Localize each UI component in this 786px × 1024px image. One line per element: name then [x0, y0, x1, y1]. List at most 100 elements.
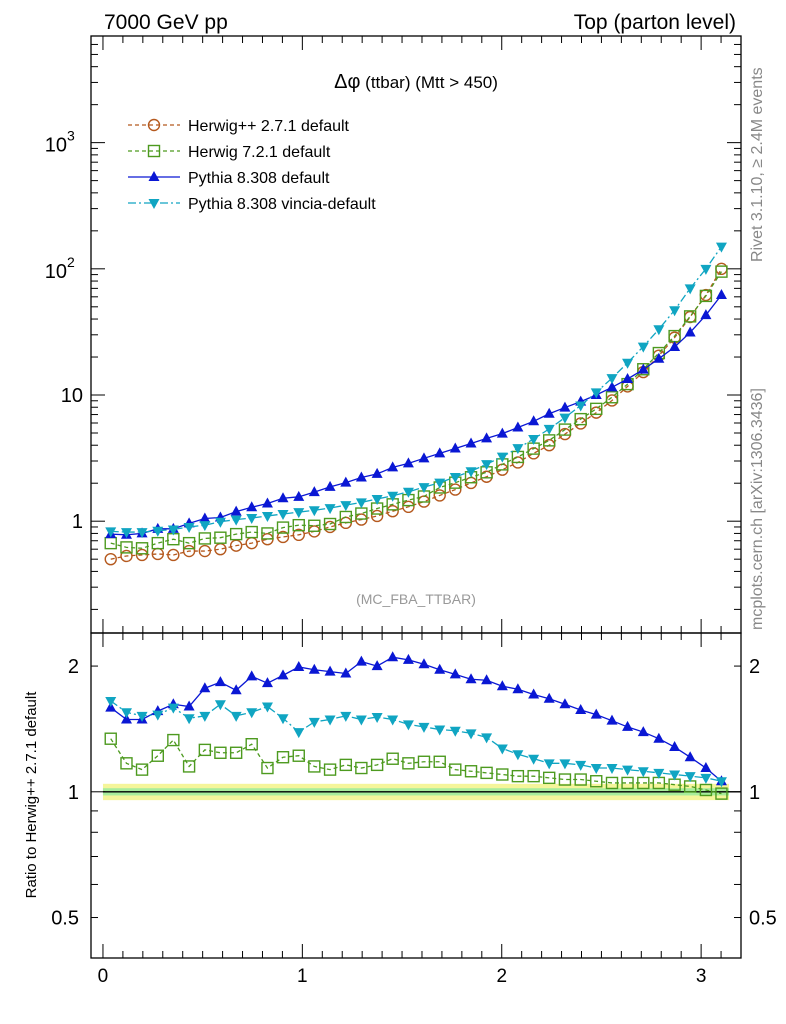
y-tick-label: 1 — [72, 511, 83, 533]
ratio-series-1-point — [402, 653, 414, 664]
ratio-series-2-point — [230, 711, 242, 722]
main-series-1-point — [151, 536, 164, 550]
y-tick-label-base: 10 — [45, 261, 67, 283]
ratio-series-2-point — [715, 777, 727, 788]
legend-marker — [148, 171, 160, 181]
ratio-series-1-point — [465, 673, 477, 684]
main-series-2-point — [496, 427, 508, 438]
main-series-1-point — [135, 542, 149, 555]
ratio-series-1-point — [481, 674, 493, 685]
main-series-0-point — [104, 552, 117, 566]
ratio-series-0-point — [449, 763, 462, 776]
main-series-2-point — [528, 415, 540, 426]
ratio-series-2-point — [277, 714, 289, 725]
ratio-series-1-point — [622, 720, 634, 731]
main-series-2-point — [606, 381, 618, 392]
ratio-series-2-point — [355, 715, 367, 726]
ratio-series-0-point — [323, 763, 337, 776]
ratio-series-2-point — [371, 713, 383, 724]
legend-item: Pythia 8.308 vincia-default — [128, 196, 376, 213]
ratio-series-2-point — [512, 750, 524, 761]
legend-label: Pythia 8.308 default — [188, 170, 330, 187]
main-series-1-point — [229, 527, 243, 541]
main-series-1-point — [605, 391, 619, 404]
main-series-2-point — [308, 486, 320, 497]
main-series-3-point — [481, 460, 493, 471]
main-series-0-point — [402, 500, 415, 514]
main-series-2-point — [559, 401, 571, 412]
analysis-watermark: (MC_FBA_TTBAR) — [356, 591, 476, 607]
main-series-3-point — [277, 510, 289, 521]
main-series-2-line — [110, 294, 722, 536]
main-series-1-point — [339, 510, 353, 524]
main-series-0-line — [110, 268, 723, 560]
ratio-series-2-point — [199, 711, 211, 722]
ratio-series-0-point — [511, 769, 525, 783]
ratio-series-1-point — [575, 703, 587, 714]
legend-marker — [147, 144, 161, 158]
ratio-series-2-point — [246, 708, 258, 719]
ratio-series-1-point — [387, 651, 399, 662]
y-tick-label-exponent: 3 — [67, 128, 75, 144]
ratio-series-1-point — [606, 714, 618, 725]
ratio-series-1-point — [199, 682, 211, 693]
ratio-series-0-point — [151, 749, 164, 762]
ratio-series-2-point — [684, 772, 696, 783]
main-series-2-point — [653, 352, 665, 363]
ratio-series-0-point — [370, 758, 384, 772]
ratio-y-tick-label-right: 1 — [749, 782, 760, 804]
ratio-series-1-point — [230, 684, 242, 695]
ratio-y-tick-label-right: 2 — [749, 656, 760, 678]
ratio-series-1-point — [293, 660, 305, 671]
ratio-series-2-point — [496, 744, 508, 755]
ratio-series-1-point — [637, 726, 649, 737]
main-series-2-point — [387, 461, 399, 472]
ratio-series-0-point — [182, 760, 196, 773]
plot-title: Δφ (ttbar) (Mtt > 450) — [334, 71, 498, 93]
main-series-2-point — [434, 447, 446, 458]
main-series-1-point — [214, 531, 227, 544]
main-series-2-point — [465, 437, 477, 448]
ratio-series-2-point — [637, 767, 649, 778]
main-series-2-point — [418, 452, 430, 463]
main-series-1-point — [308, 519, 321, 532]
ratio-series-0-point — [433, 755, 446, 768]
main-series-2-point — [371, 467, 383, 478]
ratio-series-1-point — [261, 677, 273, 688]
y-tick-label-base: 10 — [45, 135, 67, 157]
ratio-series-1-point — [120, 713, 132, 724]
main-series-0-point — [449, 483, 462, 496]
ratio-series-0-point — [542, 771, 556, 785]
main-series-3-point — [167, 525, 179, 536]
main-series-3-point — [293, 508, 305, 519]
legend-label: Herwig 7.2.1 default — [188, 144, 331, 161]
ratio-series-0-point — [386, 752, 399, 765]
mcplots-reference-label: mcplots.cern.ch [arXiv:1306.3436] — [749, 388, 766, 630]
main-series-1-point — [683, 310, 697, 323]
ratio-series-2-point — [167, 703, 179, 714]
main-series-3-point — [715, 242, 727, 253]
main-series-3-point — [199, 521, 211, 532]
main-series-1-point — [120, 541, 133, 554]
header-left: 7000 GeV pp — [104, 11, 228, 34]
ratio-y-tick-label-right: 0.5 — [749, 908, 777, 930]
ratio-series-0-point — [308, 760, 321, 773]
main-series-2-point — [622, 372, 634, 383]
main-series-3-point — [684, 284, 696, 295]
ratio-series-0-point — [590, 775, 603, 788]
ratio-series-1-point — [653, 732, 665, 743]
ratio-series-0-point — [104, 732, 117, 745]
ratio-series-0-point — [464, 765, 478, 778]
ratio-series-1-point — [434, 663, 446, 674]
ratio-series-2-point — [402, 720, 414, 731]
ratio-series-0-point — [120, 757, 133, 770]
ratio-series-2-point — [214, 700, 226, 711]
main-series-2-point — [449, 442, 461, 453]
ratio-series-2-point — [528, 754, 540, 765]
main-series-2-point — [199, 512, 211, 523]
main-series-0-point — [433, 489, 446, 502]
main-series-3-point — [340, 501, 352, 512]
main-series-2-point — [512, 421, 524, 432]
main-series-3-point — [418, 483, 430, 494]
